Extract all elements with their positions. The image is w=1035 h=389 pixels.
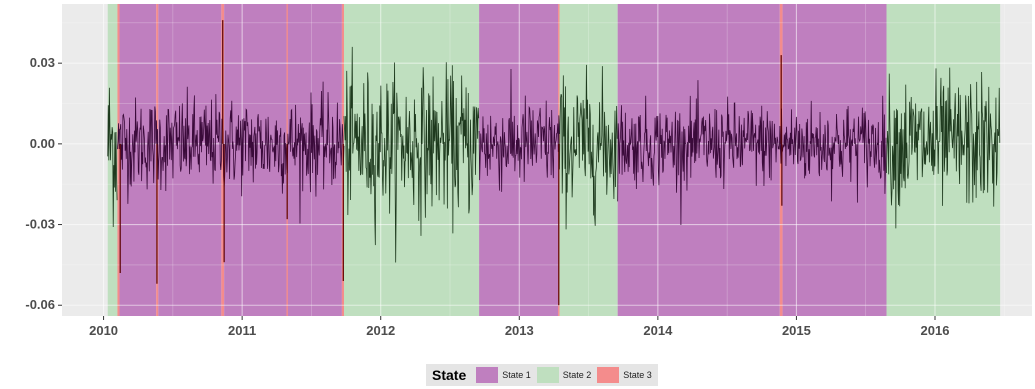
x-tick-label-5: 2015 (782, 323, 811, 338)
regime-band-5 (221, 4, 225, 316)
regime-band-14 (617, 4, 780, 316)
regime-band-11 (479, 4, 559, 316)
y-axis: 0.03 0.00 -0.03 -0.06 (25, 55, 62, 312)
series-segment-1 (117, 81, 345, 224)
x-tick-label-2: 2012 (366, 323, 395, 338)
x-tick-label-1: 2011 (228, 323, 256, 338)
x-tick-label-3: 2013 (505, 323, 534, 338)
legend-item-state-3: State 3 (597, 367, 652, 383)
chart-svg: 0.030.00-0.03-0.06 2010 2011 2012 2013 2014 2… (25, 4, 1032, 338)
series-segment-3 (478, 68, 560, 192)
legend-title: State (432, 367, 467, 383)
legend-swatch-state-3 (597, 367, 620, 383)
y-tick-label-3: -0.06 (25, 297, 55, 312)
legend: State State 1 State 2 State 3 (426, 364, 658, 386)
y-tick-label-1: 0.00 (30, 136, 55, 151)
x-tick-label-0: 2010 (89, 323, 118, 338)
series-segment-5 (617, 80, 887, 225)
legend-label-state-3: State 3 (623, 370, 652, 380)
return-series (107, 20, 1001, 306)
series-segment-4 (559, 64, 618, 230)
legend-item-state-2: State 2 (536, 367, 592, 383)
x-axis: 2010 2011 2012 2013 2014 2015 2016 (89, 316, 949, 338)
x-tick-label-4: 2014 (643, 323, 673, 338)
legend-label-state-2: State 2 (562, 370, 592, 380)
series-segment-2 (343, 46, 480, 263)
legend-item-state-1: State 1 (476, 367, 531, 383)
series-segment-0 (107, 87, 118, 227)
regime-band-1 (117, 4, 120, 316)
legend-swatch-state-1 (476, 367, 499, 383)
series-segment-6 (886, 67, 1001, 229)
legend-swatch-state-2 (536, 367, 559, 383)
legend-label-state-1: State 1 (502, 370, 531, 380)
y-tick-label-0: 0.03 (30, 55, 55, 70)
y-tick-label-2: -0.03 (25, 217, 55, 232)
x-tick-label-6: 2016 (921, 323, 950, 338)
